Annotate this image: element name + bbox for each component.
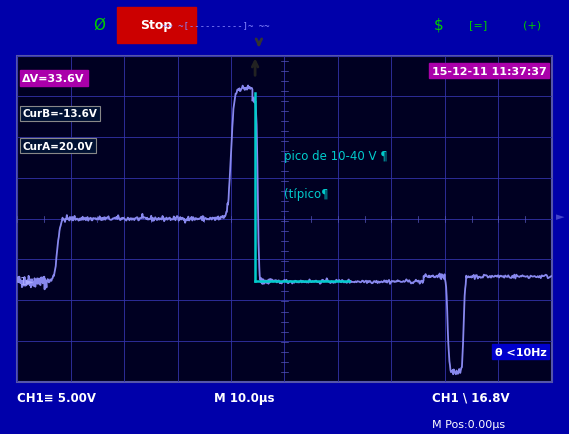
Text: ΔV=33.6V: ΔV=33.6V <box>22 74 85 84</box>
Text: M Pos:0.00μs: M Pos:0.00μs <box>432 419 506 428</box>
Text: M 10.0μs: M 10.0μs <box>215 391 275 404</box>
Text: [=]: [=] <box>469 20 487 30</box>
Text: CurB=-13.6V: CurB=-13.6V <box>22 109 97 119</box>
Text: 1►: 1► <box>20 277 34 287</box>
Bar <box>0 0 569 52</box>
Text: 15-12-11 11:37:37: 15-12-11 11:37:37 <box>432 66 547 76</box>
Text: ►: ► <box>556 212 564 222</box>
Text: CurA=20.0V: CurA=20.0V <box>22 141 93 151</box>
Text: (típico¶: (típico¶ <box>284 187 329 201</box>
FancyBboxPatch shape <box>17 56 552 382</box>
Text: θ <10Hz: θ <10Hz <box>495 347 547 357</box>
Text: ~~ ~[----------]~ ~~: ~~ ~[----------]~ ~~ <box>163 21 270 30</box>
Text: pico de 10-40 V ¶: pico de 10-40 V ¶ <box>284 150 388 163</box>
Text: Stop: Stop <box>141 19 172 32</box>
Text: CH1 \ 16.8V: CH1 \ 16.8V <box>432 391 510 404</box>
FancyBboxPatch shape <box>117 8 196 43</box>
Text: $: $ <box>433 18 443 33</box>
Text: CH1≡ 5.00V: CH1≡ 5.00V <box>17 391 96 404</box>
Text: Ø: Ø <box>93 18 106 33</box>
Text: (+): (+) <box>523 20 541 30</box>
